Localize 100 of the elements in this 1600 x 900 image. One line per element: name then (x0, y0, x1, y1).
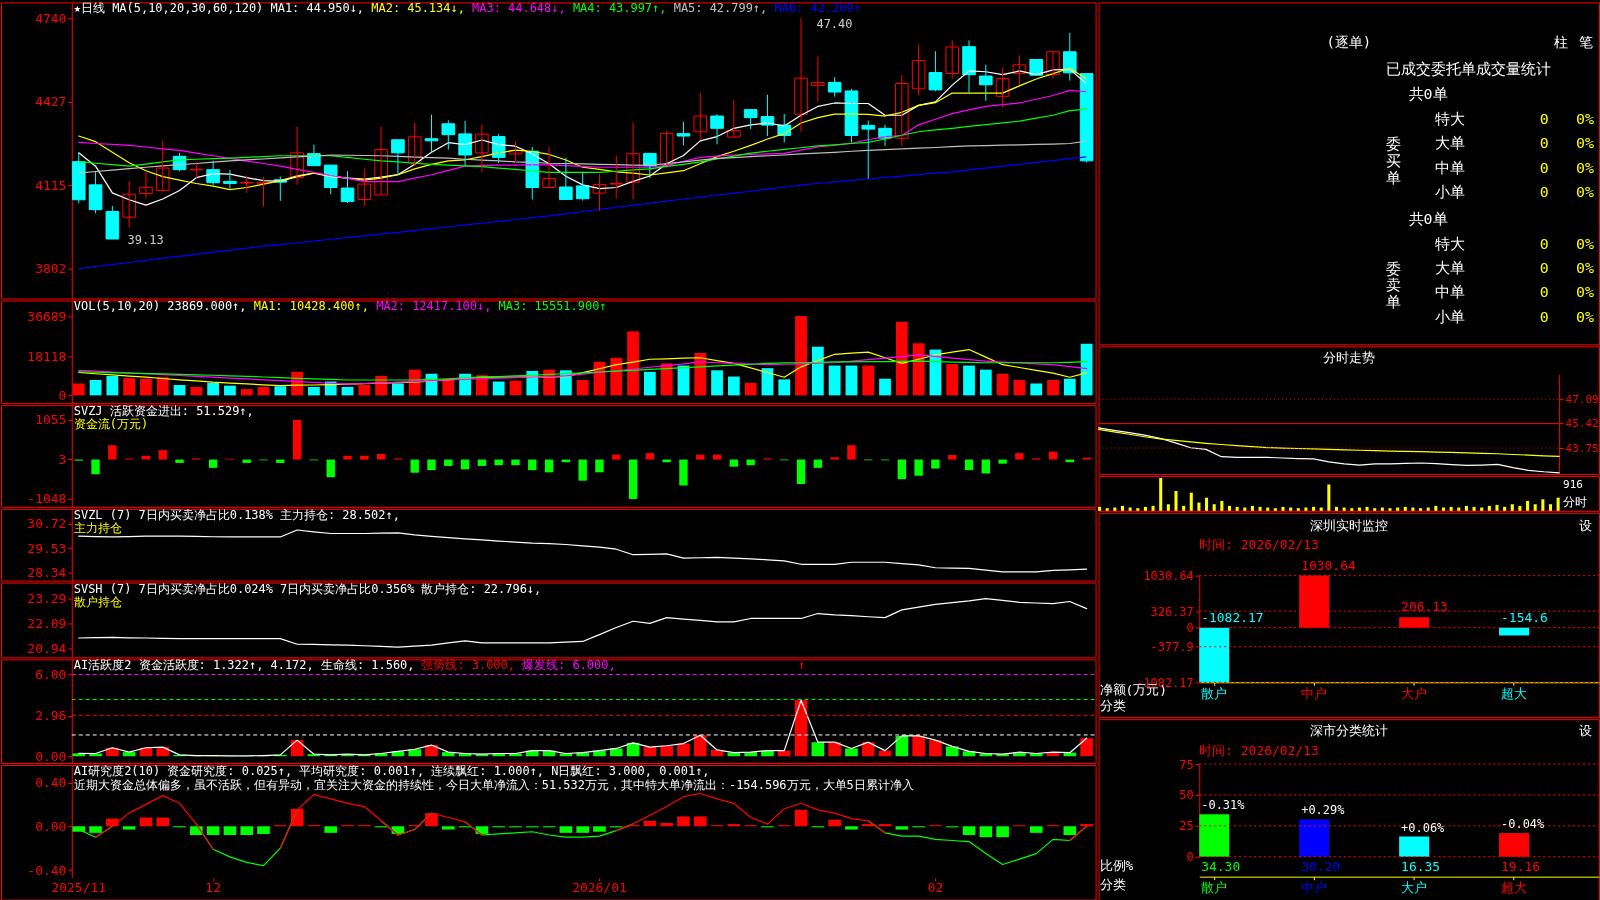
text: 柱 (1554, 34, 1569, 51)
text: 0% (1576, 110, 1595, 129)
x-tick-label: 中户 (1301, 685, 1328, 701)
text: 设 (1578, 723, 1592, 739)
y-tick-label: 3 (58, 451, 67, 467)
y-tick-label: 29.53 (27, 540, 67, 556)
chart-title: VOL(5,10,20) 23869.000↑, (73, 299, 247, 314)
chart-title: 深圳实时监控 (1309, 517, 1388, 533)
x-tick-label: 大户 (1401, 880, 1428, 896)
chart-title: SVZJ 活跃资金进出: 51.529↑, (73, 404, 254, 419)
y-tick-label: 2.96 (35, 708, 67, 724)
y-tick-label: 3802 (35, 261, 67, 277)
text: 中单 (1434, 283, 1465, 302)
text: 0 (1539, 259, 1549, 278)
text: 主力持仓 (73, 520, 122, 535)
chart-title: AI活跃度2 资金活跃度: 1.322↑, 4.172, 生命线: 1.560, (73, 658, 415, 673)
annotation: 近期大资金总体偏多，虽不活跃，但有异动，宜关注大资金的持续性，今日大单净流入：51.532万元，其中特大单净流出：-154.596万元，大单5日累计净入 (73, 777, 914, 792)
y-tick-label: 0 (1186, 621, 1194, 636)
chart-title: SVSH (7) 7日内买卖净占比0.024% 7日内买卖净占比0.356% (73, 581, 415, 596)
text: (逐单) (1326, 34, 1372, 51)
x-tick-label: 超大 (1501, 685, 1528, 701)
series-label: 主力持仓: 28.502↑, (279, 507, 400, 522)
text: 0 (1539, 307, 1549, 326)
data-label: 30.20 (1301, 858, 1341, 874)
y-tick-label: 0.00 (35, 748, 67, 764)
text: 0% (1576, 134, 1595, 153)
y-tick-label: 25 (1179, 819, 1194, 834)
text: MA1: 10428.400↑, (253, 299, 369, 314)
chart-subtitle: 时间: 2026/02/13 (1199, 743, 1319, 759)
data-label: 16.35 (1401, 858, 1441, 874)
ref-line-label: 强势线: 3.000, (421, 658, 515, 673)
data-label: 1030.64 (1301, 557, 1356, 573)
text: 特大 (1434, 110, 1465, 129)
x-axis-title: 分类 (1099, 698, 1126, 714)
y-tick-label: 0 (58, 387, 67, 403)
y-tick-label: 75 (1179, 757, 1194, 772)
text: 0% (1576, 158, 1595, 177)
y-tick-label: 1030.64 (1143, 569, 1194, 584)
x-tick-label: 12 (205, 879, 221, 895)
text: 大单 (1434, 134, 1465, 153)
text: 0% (1576, 259, 1595, 278)
text: 中单 (1434, 158, 1465, 177)
text: 0 (1539, 283, 1549, 302)
chart-subtitle: 时间: 2026/02/13 (1199, 536, 1319, 552)
y-tick-label: 20.94 (27, 641, 67, 657)
y-tick-label: -0.40 (27, 862, 67, 878)
y-tick-label: -377.9 (1150, 640, 1194, 655)
text: 笔 (1579, 34, 1594, 51)
x-tick-label: 散户 (1201, 880, 1228, 896)
data-label: 34.30 (1201, 858, 1241, 874)
y-tick-label: 45.42 (1565, 417, 1599, 431)
text: 0 (1539, 134, 1549, 153)
y-tick-label: 18118 (27, 348, 67, 364)
text: 小单 (1434, 183, 1465, 202)
text: MA2: 45.134↓, (371, 1, 465, 16)
text: 特大 (1434, 234, 1465, 253)
x-axis-title: 分类 (1099, 876, 1126, 892)
chart-title: 分时走势 (1322, 350, 1375, 366)
chart-title: ★日线 MA(5,10,20,30,60,120) (73, 1, 264, 16)
annotation: +0.06% (1401, 820, 1445, 835)
data-label: -154.6 (1501, 609, 1548, 625)
y-tick-label: 6.00 (35, 666, 67, 682)
text: 散户持仓 (73, 594, 122, 609)
annotation: 39.13 (127, 232, 164, 247)
text: 0 (1539, 110, 1549, 129)
y-tick-label: 4115 (35, 177, 67, 193)
text: MA4: 43.997↑, (572, 1, 667, 16)
text: MA5: 42.799↑, (673, 1, 768, 16)
y-tick-label: 28.34 (27, 564, 67, 580)
text: 916 (1563, 477, 1583, 491)
y-tick-label: 326.37 (1150, 604, 1194, 619)
y-tick-label: 22.09 (27, 616, 67, 632)
y-tick-label: -1048 (27, 491, 67, 507)
x-tick-label: 大户 (1401, 685, 1428, 701)
y-tick-label: 4427 (35, 94, 67, 110)
x-tick-label: 中户 (1301, 880, 1328, 896)
y-tick-label: 1055 (35, 412, 67, 428)
x-axis-title: 分时 (1563, 494, 1588, 509)
x-tick-label: 02 (927, 879, 944, 895)
y-tick-label: 4740 (35, 10, 67, 26)
text: MA2: 12417.100↓, (376, 299, 492, 314)
annotation: -0.04% (1501, 817, 1545, 832)
text: MA3: 44.648↓, (472, 1, 566, 16)
text: MA6: 42.209↑ (774, 1, 861, 16)
data-label: 19.16 (1501, 858, 1541, 874)
y-tick-label: 0.00 (35, 818, 67, 834)
y-tick-label: 0 (1186, 850, 1194, 865)
chart-title: AI研究度2(10) 资金研究度: 0.025↑, 平均研究度: 0.001↑, 连续飘红: 1.000↑, N日飘红: 3.000, 0.001↑, (73, 763, 710, 778)
y-tick-label: 30.72 (27, 516, 67, 532)
text: MA1: 44.950↓, (270, 1, 365, 16)
y-axis-title: 比例% (1099, 857, 1134, 873)
x-tick-label: 2025/11 (51, 879, 107, 895)
annotation: +0.29% (1301, 803, 1345, 818)
text: 委卖单 (1386, 259, 1402, 312)
x-tick-label: 散户 (1201, 685, 1228, 701)
annotation: -0.31% (1201, 798, 1245, 813)
text: MA3: 15551.900↑ (498, 299, 607, 314)
text: 0% (1576, 283, 1595, 302)
y-tick-label: 36689 (27, 308, 67, 324)
text: 散户持仓: 22.796↓, (421, 581, 542, 596)
